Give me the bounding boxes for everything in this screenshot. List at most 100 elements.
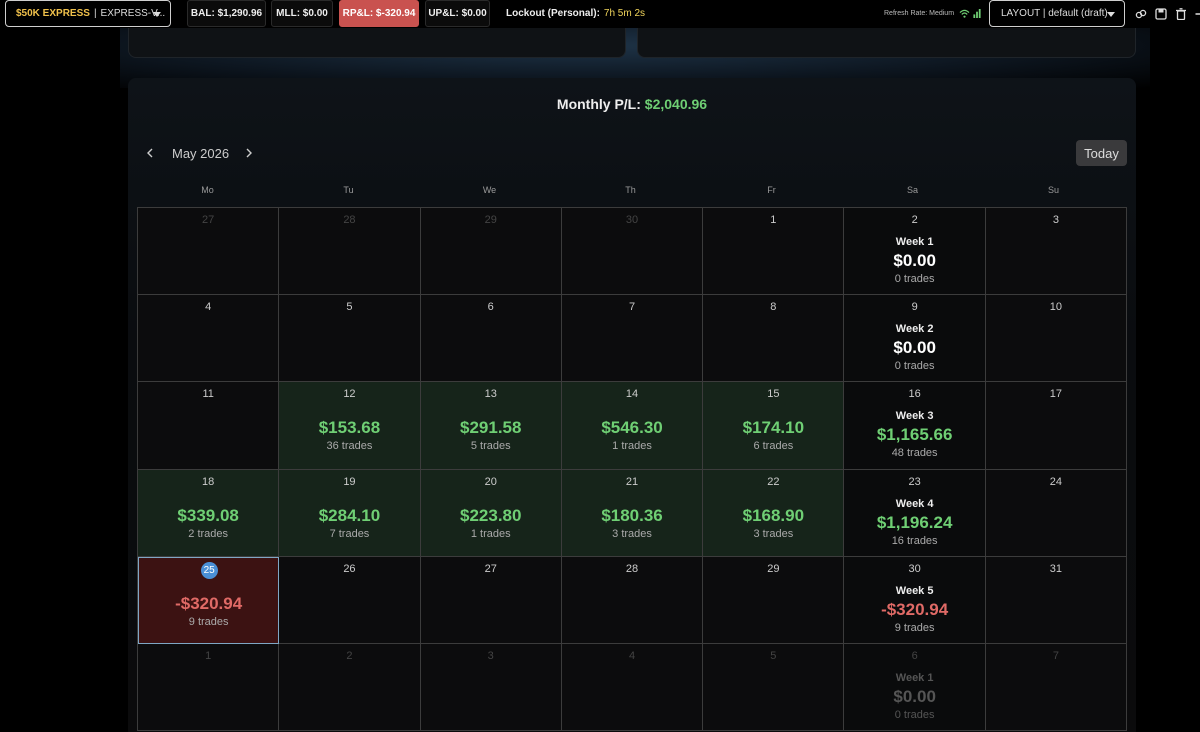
day-pnl: $223.80 xyxy=(460,505,522,525)
day-number: 5 xyxy=(770,649,777,662)
day-pnl: $291.58 xyxy=(460,418,522,438)
week-trade-count: 48 trades xyxy=(891,447,938,460)
day-number: 1 xyxy=(205,649,212,662)
calendar-day-cell[interactable]: 5 xyxy=(279,295,421,383)
calendar-day-cell[interactable]: 8 xyxy=(703,295,845,383)
weekday-su: Su xyxy=(1047,185,1059,195)
calendar-day-cell[interactable]: 2 Week 1 $0.00 0 trades xyxy=(844,208,986,296)
day-number: 20 xyxy=(484,475,497,488)
calendar-day-cell[interactable]: 30 Week 5 -$320.94 9 trades xyxy=(844,556,986,644)
week-label: Week 5 xyxy=(895,584,934,597)
refresh-rate: Refresh Rate: Medium xyxy=(884,0,981,27)
weekday-we: We xyxy=(482,185,497,195)
week-label: Week 2 xyxy=(895,323,934,336)
day-pnl: $546.30 xyxy=(601,418,663,438)
toolbar-icons xyxy=(1134,0,1200,27)
calendar-day-cell[interactable]: 16 Week 3 $1,165.66 48 trades xyxy=(844,382,986,470)
week-label: Week 3 xyxy=(895,410,934,423)
chevron-down-icon xyxy=(153,12,161,17)
day-number: 9 xyxy=(911,301,918,314)
day-trade-count: 36 trades xyxy=(326,440,373,453)
trash-icon[interactable] xyxy=(1174,7,1188,21)
calendar-day-cell[interactable]: 31 xyxy=(985,556,1128,644)
plus-icon[interactable] xyxy=(1194,7,1200,21)
mll-stat: MLL: $0.00 xyxy=(271,0,333,27)
day-trade-count: 3 trades xyxy=(612,527,652,540)
day-number: 27 xyxy=(484,562,497,575)
lockout-value: 7h 5m 2s xyxy=(603,8,646,19)
calendar-day-cell[interactable]: 9 Week 2 $0.00 0 trades xyxy=(844,295,986,383)
day-trade-count: 1 trades xyxy=(470,527,511,540)
calendar-day-cell[interactable]: 21 $180.36 3 trades xyxy=(561,469,704,557)
calendar-day-cell[interactable]: 1 xyxy=(138,643,280,732)
calendar-day-cell[interactable]: 14 $546.30 1 trades xyxy=(561,382,704,470)
week-pnl: $0.00 xyxy=(893,251,936,270)
calendar-day-cell[interactable]: 26 xyxy=(279,556,421,644)
calendar-day-cell[interactable]: 24 xyxy=(985,469,1128,557)
day-number: 7 xyxy=(628,301,636,314)
calendar-day-cell[interactable]: 6 xyxy=(420,295,562,383)
calendar-day-cell[interactable]: 20 $223.80 1 trades xyxy=(420,469,562,557)
day-number: 29 xyxy=(767,562,780,575)
calendar-day-cell[interactable]: 29 xyxy=(703,556,845,644)
week-trade-count: 0 trades xyxy=(894,273,935,285)
day-trade-count: 1 trades xyxy=(612,440,652,453)
layout-select[interactable]: LAYOUT | default (draft) xyxy=(989,0,1125,27)
week-trade-count: 16 trades xyxy=(891,534,938,547)
calendar-day-cell[interactable]: 19 $284.10 7 trades xyxy=(279,469,421,557)
calendar-day-cell[interactable]: 7 xyxy=(561,295,704,383)
link-icon[interactable] xyxy=(1134,7,1148,21)
day-pnl: $339.08 xyxy=(177,505,239,525)
day-pnl: $180.36 xyxy=(601,505,663,525)
calendar-day-cell[interactable]: 18 $339.08 2 trades xyxy=(138,469,280,557)
upper-card-left xyxy=(128,28,626,58)
monthly-pnl-label: Monthly P/L: xyxy=(556,96,641,112)
calendar-day-cell[interactable]: 29 xyxy=(420,208,562,296)
calendar-day-cell[interactable]: 22 $168.90 3 trades xyxy=(703,469,845,557)
calendar-day-cell[interactable]: 27 xyxy=(138,208,280,296)
calendar-day-cell[interactable]: 15 $174.10 6 trades xyxy=(703,382,845,470)
calendar-day-cell[interactable]: 6 Week 1 $0.00 0 trades xyxy=(844,643,986,732)
calendar-day-cell[interactable]: 3 xyxy=(420,643,562,732)
calendar-day-cell[interactable]: 3 xyxy=(985,208,1128,296)
week-pnl: $0.00 xyxy=(893,686,936,706)
calendar-day-cell[interactable]: 28 xyxy=(279,208,421,296)
day-number: 17 xyxy=(1049,388,1063,401)
day-number: 26 xyxy=(343,562,356,575)
day-number: 23 xyxy=(908,475,921,488)
calendar-day-cell[interactable]: 13 $291.58 5 trades xyxy=(420,382,562,470)
calendar-day-cell[interactable]: 30 xyxy=(561,208,704,296)
calendar-day-cell[interactable]: 4 xyxy=(561,643,704,732)
calendar-day-cell[interactable]: 27 xyxy=(420,556,562,644)
upl-stat: UP&L: $0.00 xyxy=(425,0,490,27)
today-day-badge: 25 xyxy=(200,561,218,579)
week-pnl: -$320.94 xyxy=(881,599,949,619)
calendar-day-cell[interactable]: 12 $153.68 36 trades xyxy=(279,382,421,470)
week-label: Week 1 xyxy=(895,236,934,248)
week-pnl: $0.00 xyxy=(893,338,936,358)
calendar-day-cell[interactable]: 25 -$320.94 9 trades xyxy=(138,556,280,644)
calendar-day-cell[interactable]: 4 xyxy=(138,295,280,383)
weekday-th: Th xyxy=(625,185,636,195)
account-select[interactable]: $50K EXPRESS | EXPRESS-V... xyxy=(5,0,171,27)
calendar-day-cell[interactable]: 1 xyxy=(703,208,845,296)
signal-bars-icon xyxy=(973,9,981,18)
calendar-day-cell[interactable]: 11 xyxy=(138,382,280,470)
pnl-calendar-panel: Monthly P/L: $2,040.96 May 2026 Today Mo… xyxy=(128,78,1136,732)
save-icon[interactable] xyxy=(1154,7,1168,21)
calendar-day-cell[interactable]: 28 xyxy=(561,556,704,644)
calendar-day-cell[interactable]: 7 xyxy=(985,643,1128,732)
day-number: 28 xyxy=(625,562,639,575)
today-button[interactable]: Today xyxy=(1076,140,1127,166)
calendar-day-cell[interactable]: 2 xyxy=(279,643,421,732)
day-number: 12 xyxy=(343,388,356,401)
calendar-day-cell[interactable]: 23 Week 4 $1,196.24 16 trades xyxy=(844,469,986,557)
day-number: 4 xyxy=(628,649,636,662)
calendar-day-cell[interactable]: 5 xyxy=(703,643,845,732)
top-bar: $50K EXPRESS | EXPRESS-V... BAL: $1,290.… xyxy=(0,0,1200,28)
day-number: 10 xyxy=(1049,301,1063,314)
calendar-day-cell[interactable]: 10 xyxy=(985,295,1128,383)
chevron-right-icon[interactable] xyxy=(243,147,255,159)
calendar-day-cell[interactable]: 17 xyxy=(985,382,1128,470)
chevron-left-icon[interactable] xyxy=(144,147,156,159)
